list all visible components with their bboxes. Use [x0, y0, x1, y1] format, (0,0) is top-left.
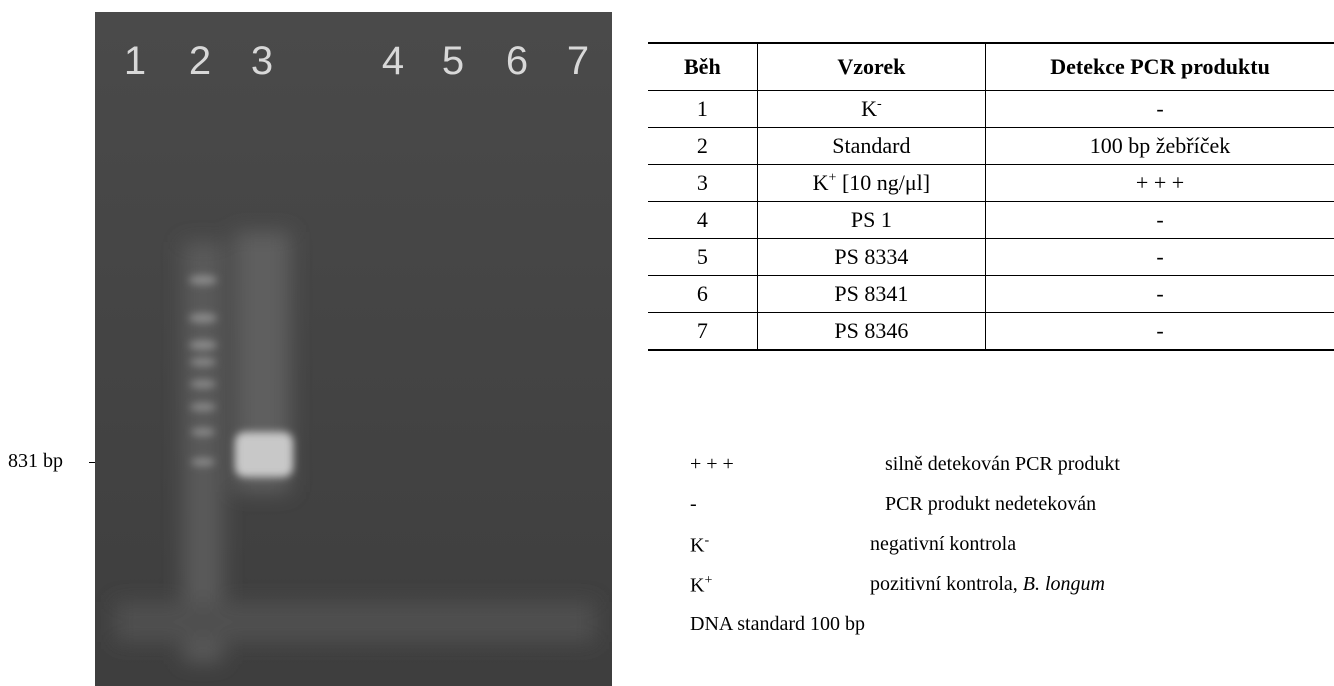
legend-term: - [690, 493, 697, 516]
text-main: K [813, 170, 829, 195]
superscript: + [704, 573, 712, 588]
gel-background [95, 12, 612, 686]
table-cell: - [986, 276, 1334, 313]
legend-desc: pozitivní kontrola, B. longum [870, 573, 1105, 596]
table-cell: 1 [648, 91, 757, 128]
table-cell: PS 8341 [757, 276, 985, 313]
marker-label: 831 bp [8, 450, 63, 473]
table-cell: + + + [986, 165, 1334, 202]
text-suffix: [10 ng/μl] [836, 170, 930, 195]
table-cell: - [986, 202, 1334, 239]
header-cell: Běh [648, 43, 757, 91]
lane-label: 2 [189, 39, 211, 83]
table-cell: 6 [648, 276, 757, 313]
text-main: K [690, 535, 704, 557]
table-cell: 100 bp žebříček [986, 128, 1334, 165]
legend-term: + + + [690, 453, 734, 476]
legend-term: K+ [690, 573, 712, 598]
table-cell: - [986, 313, 1334, 351]
table-cell: Standard [757, 128, 985, 165]
lane-label: 3 [251, 39, 273, 83]
legend-desc: negativní kontrola [870, 533, 1016, 556]
lane-label: 5 [442, 39, 464, 83]
lane-label: 4 [382, 39, 404, 83]
table-cell: 4 [648, 202, 757, 239]
table-cell: 7 [648, 313, 757, 351]
table-cell: PS 8346 [757, 313, 985, 351]
page: {"gel":{"lanes":["1","2","3","4","5","6"… [0, 0, 1334, 686]
header-cell: Detekce PCR produktu [986, 43, 1334, 91]
text-part: pozitivní kontrola, [870, 573, 1023, 595]
table-cell: 2 [648, 128, 757, 165]
lane-label: 6 [506, 39, 528, 83]
text-main: K [690, 575, 704, 597]
lane-label: 1 [124, 39, 146, 83]
legend-term: DNA standard 100 bp [690, 613, 865, 636]
superscript: - [877, 97, 882, 112]
marker-tick [89, 462, 95, 463]
table-cell: K+ [10 ng/μl] [757, 165, 985, 202]
table-cell: K- [757, 91, 985, 128]
table-cell: PS 1 [757, 202, 985, 239]
text-main: K [861, 96, 877, 121]
table-cell: - [986, 239, 1334, 276]
table-cell: PS 8334 [757, 239, 985, 276]
lane-label: 7 [567, 39, 589, 83]
legend-desc: PCR produkt nedetekován [885, 493, 1096, 516]
table-cell: 3 [648, 165, 757, 202]
text-part: B. longum [1023, 573, 1105, 595]
legend-desc: silně detekován PCR produkt [885, 453, 1120, 476]
header-cell: Vzorek [757, 43, 985, 91]
table-cell: 5 [648, 239, 757, 276]
legend-term: K- [690, 533, 709, 558]
table-cell: - [986, 91, 1334, 128]
product-band [235, 432, 293, 477]
superscript: - [704, 533, 709, 548]
